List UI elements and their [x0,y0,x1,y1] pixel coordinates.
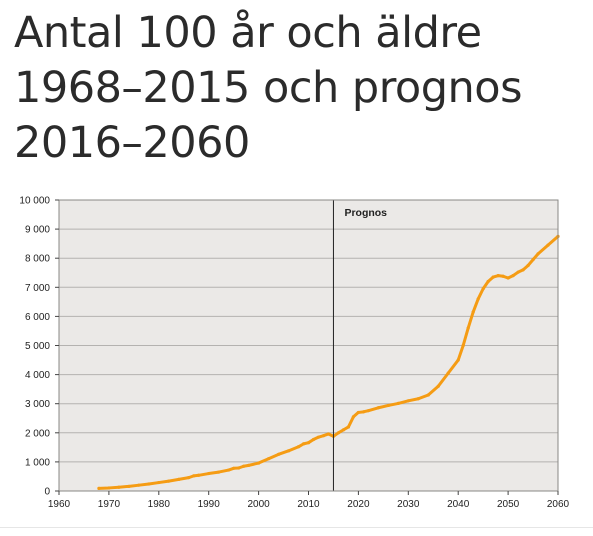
data-point [471,310,475,314]
y-tick-label: 7 000 [25,283,50,294]
data-point [446,371,450,375]
x-axis: 1960 1970 1980 1990 2000 2010 2020 2030 2040 2050… [48,491,570,510]
data-point [461,343,465,348]
data-point [351,415,356,419]
data-point [536,252,540,256]
data-point [361,410,365,414]
x-tick-label: 1990 [198,499,221,510]
data-point [242,464,246,468]
data-point [476,297,480,301]
data-point [147,482,151,486]
data-point [306,441,311,445]
data-point [531,258,535,262]
data-point [416,397,420,401]
data-point [311,437,316,442]
x-tick-label: 1960 [48,499,71,510]
data-point [257,461,261,465]
data-point [336,431,341,435]
data-point [376,406,380,410]
data-point [187,476,191,480]
data-point [521,268,525,272]
gridlines [59,228,558,463]
data-point [97,486,101,490]
data-point [286,449,291,453]
footer-divider [0,527,593,528]
data-point [346,425,351,429]
data-point [436,384,440,388]
data-point [501,274,505,278]
data-point [137,483,141,487]
data-point [157,480,161,485]
data-point [276,452,281,456]
y-tick-label: 9 000 [25,225,50,236]
data-point [341,428,346,432]
x-tick-label: 2020 [347,499,370,510]
data-point [192,474,196,478]
y-tick-label: 4 000 [25,370,50,381]
data-point [266,457,271,461]
x-tick-label: 2030 [397,499,420,510]
x-tick-label: 2060 [547,499,570,510]
data-point [366,409,370,413]
y-tick-label: 6 000 [25,312,50,323]
data-point [326,432,331,436]
data-point [396,401,400,406]
forecast-label: Prognos [344,207,387,219]
data-point [232,466,236,470]
data-point [107,486,111,490]
y-tick-label: 0 [44,487,50,498]
data-point [321,434,326,438]
data-point [356,410,360,415]
y-tick-label: 1 000 [25,457,50,468]
data-point [197,473,201,477]
data-point [491,275,495,279]
data-point [456,358,460,362]
data-point [247,463,251,467]
data-point [516,270,520,274]
data-point [486,279,490,284]
page-title: Antal 100 år och äldre 1968–2015 och pro… [14,6,584,171]
data-point [386,403,390,408]
data-point [217,470,221,474]
y-tick-label: 8 000 [25,254,50,265]
data-point [207,471,211,476]
data-point [506,276,510,280]
series-group [97,234,560,490]
x-tick-label: 1980 [148,499,171,510]
title-line-2: 1968–2015 och prognos [14,63,523,113]
data-point [237,466,241,470]
title-line-3: 2016–2060 [14,118,250,168]
data-point [511,274,515,278]
y-tick-label: 3 000 [25,399,50,410]
data-point [316,435,321,439]
y-tick-label: 5 000 [25,341,50,352]
data-point [301,442,306,446]
data-point [117,485,121,489]
line-chart: Prognos 1960 1970 1980 1990 2000 2010 2020 2030… [19,196,570,511]
data-point [526,263,530,268]
data-point [227,468,231,472]
y-axis: 0 1 000 2 000 3 000 4 000 5 000 6 000 7 000 8 00… [19,196,59,498]
data-point [177,477,181,481]
data-point [426,393,430,397]
y-tick-label: 10 000 [19,196,50,207]
data-point [481,287,485,291]
data-point [127,484,131,488]
annotations: Prognos [332,200,387,491]
title-line-1: Antal 100 år och äldre [14,8,482,58]
data-point [406,399,410,403]
data-point [496,274,500,278]
data-point [167,479,171,483]
x-tick-label: 2000 [247,499,270,510]
data-point [466,326,470,330]
x-tick-label: 2040 [447,499,470,510]
data-point [296,445,301,449]
y-tick-label: 2 000 [25,428,50,439]
x-tick-label: 2050 [497,499,520,510]
data-point [546,243,550,247]
x-tick-label: 1970 [98,499,121,510]
x-tick-label: 2010 [297,499,320,510]
